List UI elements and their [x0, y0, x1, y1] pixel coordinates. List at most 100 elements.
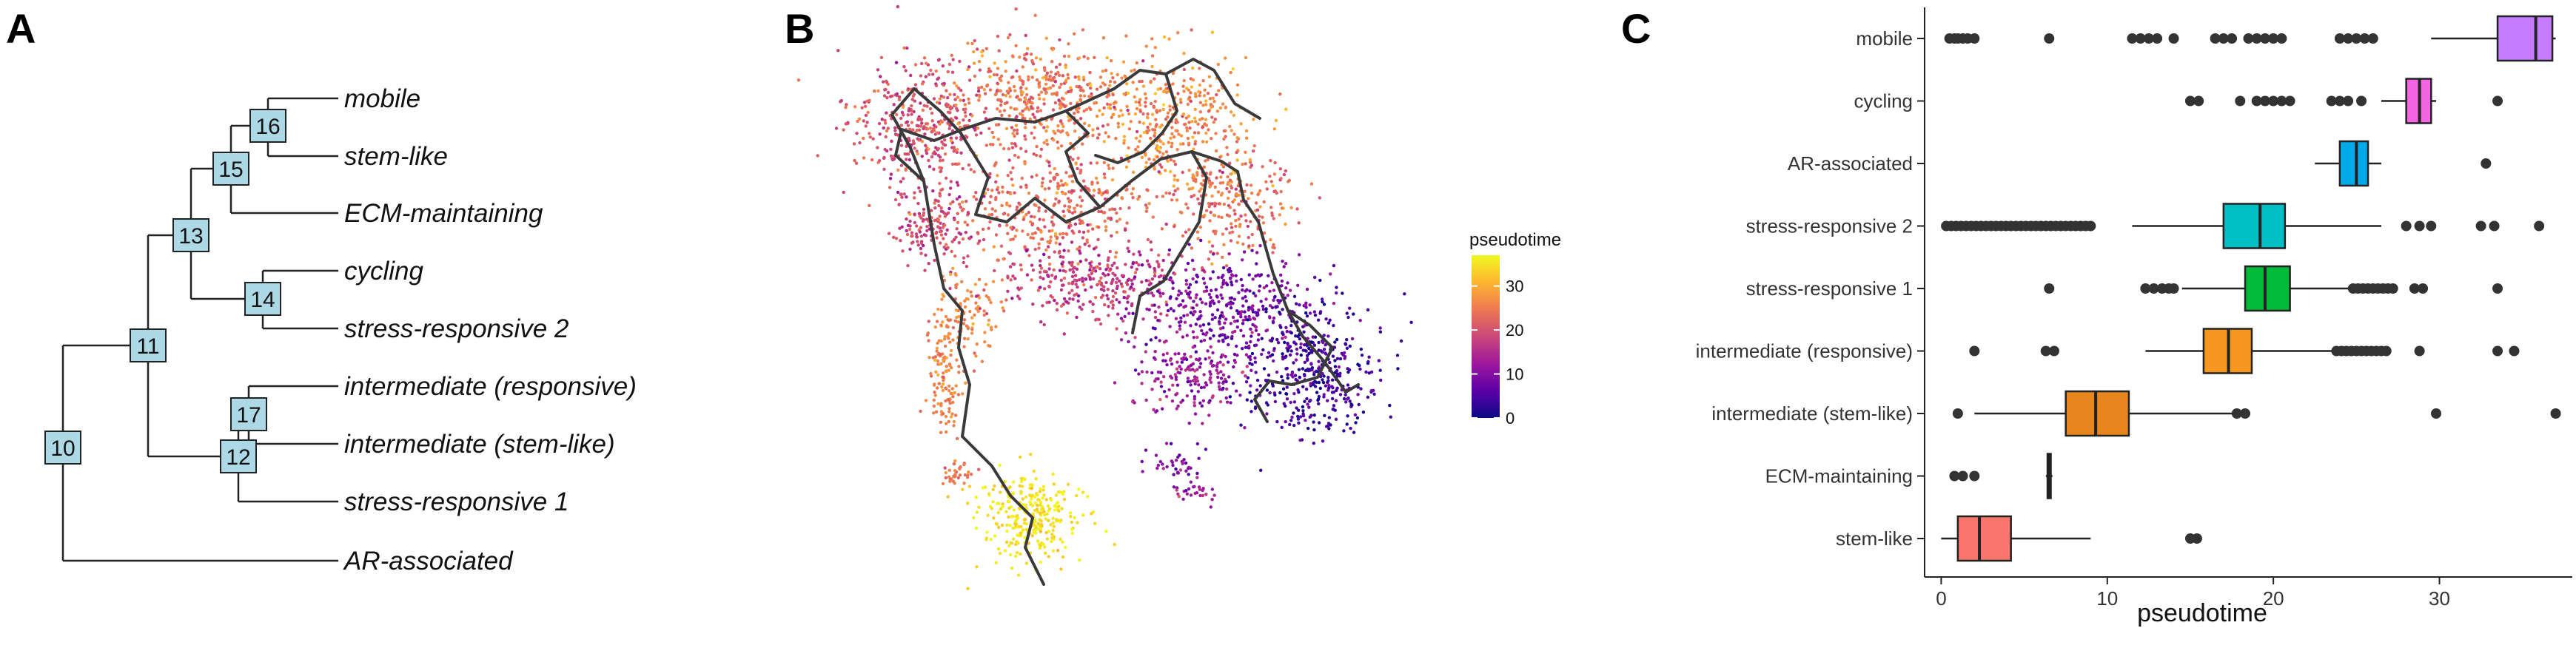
- cell-point-3729: [1039, 530, 1043, 533]
- cell-point-1323: [1246, 224, 1250, 229]
- cell-point-2389: [1178, 327, 1182, 331]
- cell-point-1334: [1192, 175, 1196, 179]
- cell-point-1985: [1124, 228, 1127, 232]
- box-intermediate-stem-like: [1952, 390, 2561, 437]
- cell-point-2545: [1156, 318, 1160, 323]
- cell-point-3132: [1198, 401, 1202, 405]
- cell-point-2269: [1096, 283, 1099, 287]
- cell-point-2902: [1317, 397, 1321, 401]
- cell-point-1964: [957, 241, 962, 245]
- cell-point-595: [1010, 54, 1015, 58]
- cell-point-215: [985, 144, 989, 147]
- cell-point-292: [908, 138, 911, 143]
- cell-point-2763: [1353, 413, 1358, 416]
- cell-point-553: [936, 131, 939, 135]
- cell-point-2306: [1198, 310, 1202, 314]
- cell-point-3026: [1338, 357, 1343, 361]
- cell-point-2433: [1203, 281, 1207, 285]
- cell-point-1402: [1264, 180, 1268, 183]
- cell-point-679: [1029, 95, 1033, 99]
- cell-point-2940: [1328, 318, 1332, 322]
- outlier-point-16: [2418, 283, 2429, 294]
- cell-point-3828: [1195, 476, 1199, 479]
- cell-point-577: [966, 67, 970, 72]
- cell-point-1729: [1085, 238, 1089, 242]
- cell-point-3313: [970, 328, 974, 331]
- cell-point-2807: [1334, 417, 1338, 421]
- cell-point-1735: [966, 254, 970, 258]
- cell-point-2325: [1247, 273, 1252, 277]
- cell-point-354: [999, 74, 1004, 78]
- cell-point-2422: [1265, 284, 1269, 288]
- cell-point-3447: [938, 362, 942, 366]
- cell-point-1258: [1208, 185, 1212, 189]
- trajectory-graph: [890, 58, 1360, 586]
- cell-point-786: [987, 67, 991, 71]
- cell-point-1710: [989, 143, 993, 146]
- cell-point-1994: [1116, 277, 1119, 280]
- cell-point-697: [972, 61, 976, 65]
- cell-point-3243: [1196, 390, 1201, 394]
- cell-point-1383: [1231, 200, 1235, 204]
- cell-point-3018: [1273, 399, 1278, 404]
- cell-point-3150: [1229, 401, 1232, 405]
- outlier-point-7: [2127, 33, 2138, 44]
- cell-point-1053: [1131, 81, 1135, 84]
- cell-point-133: [938, 122, 942, 126]
- cell-point-923: [1274, 118, 1278, 123]
- cell-point-2013: [1149, 240, 1153, 244]
- cell-point-1210: [1262, 200, 1266, 204]
- cell-point-1128: [1102, 106, 1106, 109]
- cell-point-995: [1186, 182, 1190, 186]
- cell-point-252: [950, 162, 955, 166]
- cell-point-2136: [1018, 297, 1022, 301]
- cell-point-382: [1057, 73, 1061, 78]
- cell-point-2908: [1267, 374, 1271, 377]
- cell-point-2586: [1235, 309, 1239, 313]
- cell-point-1752: [1070, 180, 1075, 183]
- cell-point-651: [1027, 99, 1030, 103]
- cell-point-3274: [943, 337, 947, 341]
- cell-point-341: [899, 144, 904, 147]
- cell-point-2997: [1231, 382, 1235, 385]
- cell-point-1991: [1141, 317, 1145, 321]
- cell-point-2550: [1243, 310, 1247, 314]
- cell-point-986: [1064, 65, 1067, 70]
- cell-point-1629: [1047, 161, 1051, 164]
- cell-point-2235: [1043, 287, 1047, 291]
- cell-point-1027: [1158, 140, 1163, 144]
- cell-point-3096: [1140, 370, 1144, 374]
- cell-point-339: [939, 166, 944, 170]
- cell-point-3714: [1021, 497, 1025, 501]
- cell-point-1429: [1181, 234, 1185, 238]
- cell-point-544: [1066, 133, 1070, 137]
- cell-point-1769: [1102, 172, 1107, 176]
- cell-point-3437: [944, 399, 947, 403]
- cell-point-3641: [985, 538, 988, 541]
- cell-point-1949: [939, 206, 943, 210]
- tree-node-label: 10: [50, 436, 75, 461]
- cell-point-2346: [1195, 293, 1198, 297]
- cell-point-155: [885, 129, 889, 133]
- cell-point-3176: [1175, 383, 1180, 387]
- cell-point-1640: [1127, 206, 1131, 210]
- cell-point-1364: [1192, 212, 1195, 216]
- cell-point-543: [1059, 130, 1063, 134]
- outlier-point-1: [1957, 470, 1968, 482]
- cell-point-2685: [1358, 367, 1362, 371]
- cell-point-1148: [1196, 131, 1201, 135]
- cell-point-3687: [1037, 498, 1042, 502]
- cell-point-1628: [1022, 217, 1026, 221]
- cell-point-2614: [1175, 297, 1178, 300]
- cell-point-729: [1015, 128, 1019, 132]
- cell-point-1558: [1040, 184, 1044, 188]
- cell-point-3425: [932, 411, 936, 415]
- cell-point-1295: [1227, 190, 1231, 194]
- cell-point-1125: [1189, 99, 1193, 104]
- cell-point-442: [1042, 98, 1046, 101]
- cell-point-1277: [1209, 210, 1212, 215]
- cell-point-1647: [1067, 281, 1071, 286]
- cell-point-1907: [951, 200, 955, 203]
- cell-point-3440: [954, 414, 958, 417]
